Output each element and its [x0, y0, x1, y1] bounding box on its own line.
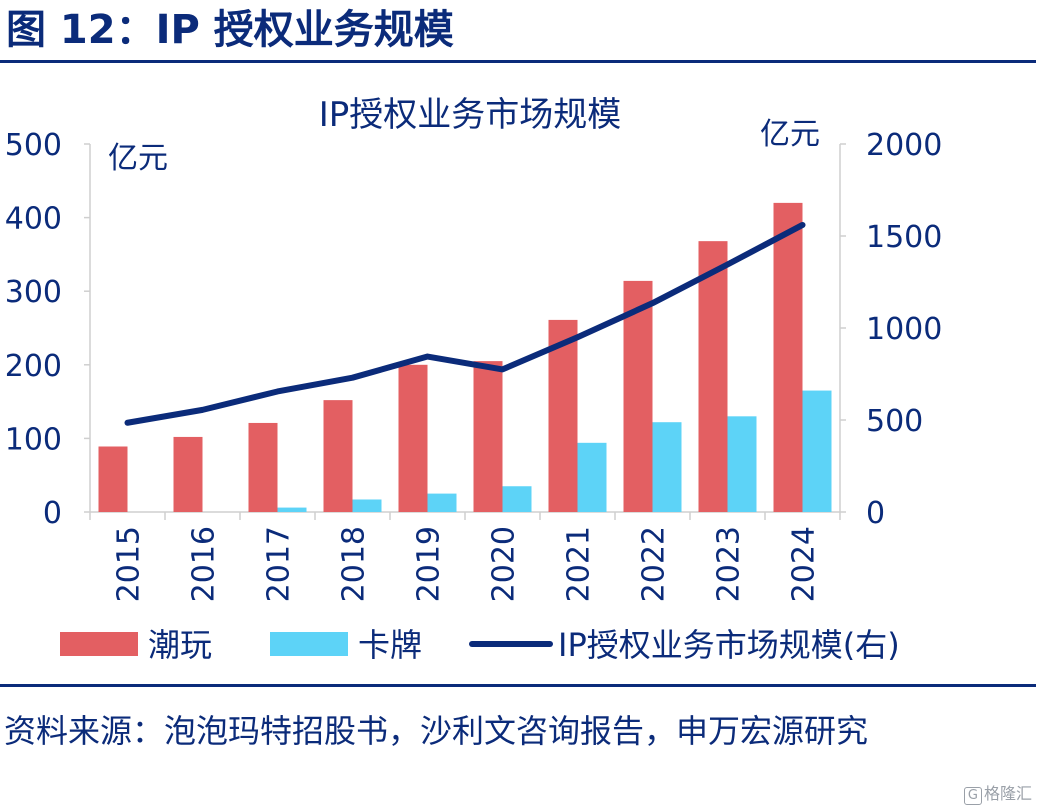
- x-tick-label: 2023: [712, 526, 747, 602]
- left-tick-label: 0: [43, 496, 62, 531]
- x-tick-label: 2019: [412, 526, 447, 602]
- line-point: [727, 264, 728, 266]
- left-tick-label: 400: [5, 202, 62, 237]
- bar-chaowan: [248, 422, 278, 512]
- line-point: [202, 409, 203, 411]
- x-tick-label: 2015: [112, 526, 147, 602]
- legend: 潮玩 卡牌 IP授权业务市场规模(右): [60, 626, 900, 664]
- right-axis-unit: 亿元: [760, 117, 820, 152]
- figure-title: 图 12：IP 授权业务规模: [6, 7, 454, 53]
- x-tick-label: 2021: [562, 526, 597, 602]
- legend-chaowan-swatch: [60, 632, 138, 656]
- market-size-line: [124, 221, 806, 426]
- x-tick-label: 2022: [637, 526, 672, 602]
- bar-kapai: [277, 507, 307, 512]
- bar-kapai: [727, 416, 757, 512]
- watermark-text: 格隆汇: [983, 784, 1032, 803]
- legend-market-size-label: IP授权业务市场规模(右): [558, 626, 900, 664]
- x-tick-label: 2016: [187, 526, 222, 602]
- line-point: [352, 377, 353, 379]
- legend-kapai-label: 卡牌: [358, 626, 422, 664]
- left-tick-label: 500: [5, 128, 62, 163]
- legend-kapai-swatch: [270, 632, 348, 656]
- bars: [98, 202, 832, 513]
- chart: IP授权业务市场规模 亿元 亿元 0 100 200 300 400 500 0 500 100…: [5, 95, 943, 664]
- bar-chaowan: [473, 361, 503, 512]
- bottom-rule: [0, 684, 1036, 687]
- left-tick-label: 300: [5, 275, 62, 310]
- bar-chaowan: [773, 202, 803, 512]
- bar-chaowan: [698, 241, 728, 513]
- line-point: [577, 336, 578, 338]
- bar-chaowan: [548, 319, 578, 512]
- bar-kapai: [577, 442, 607, 512]
- line-point: [802, 224, 803, 226]
- bar-kapai: [352, 499, 382, 512]
- bar-chaowan: [98, 446, 128, 512]
- left-tick-label: 200: [5, 349, 62, 384]
- left-axis-unit: 亿元: [108, 141, 168, 176]
- bar-kapai: [652, 422, 682, 512]
- axes: 0 100 200 300 400 500 0 500 1000 1500 2000 2015 2016…: [5, 128, 943, 602]
- source-note: 资料来源：泡泡玛特招股书，沙利文咨询报告，申万宏源研究: [4, 712, 869, 750]
- bar-chaowan: [323, 400, 353, 512]
- legend-chaowan-label: 潮玩: [148, 626, 212, 664]
- bar-chaowan: [623, 280, 653, 512]
- line-point: [502, 368, 503, 370]
- bar-kapai: [802, 390, 832, 512]
- line-point: [427, 356, 428, 358]
- line-point: [277, 390, 278, 392]
- right-tick-label: 1500: [866, 220, 942, 255]
- right-tick-label: 500: [866, 404, 923, 439]
- top-rule: [0, 60, 1036, 63]
- line-point: [652, 302, 653, 304]
- left-tick-label: 100: [5, 422, 62, 457]
- chart-title: IP授权业务市场规模: [319, 95, 622, 135]
- x-tick-label: 2017: [262, 526, 297, 602]
- x-tick-label: 2024: [787, 526, 822, 602]
- bar-kapai: [502, 486, 532, 512]
- bar-chaowan: [398, 364, 428, 512]
- watermark-logo-icon: G: [963, 787, 982, 805]
- x-tick-label: 2018: [337, 526, 372, 602]
- right-tick-label: 1000: [866, 312, 942, 347]
- watermark: G 格隆汇: [963, 780, 1032, 805]
- right-tick-label: 0: [866, 496, 885, 531]
- bar-chaowan: [173, 436, 203, 512]
- bar-kapai: [427, 493, 457, 512]
- x-tick-label: 2020: [487, 526, 522, 602]
- right-tick-label: 2000: [866, 128, 942, 163]
- line-point: [127, 422, 128, 424]
- line-series: [124, 221, 806, 426]
